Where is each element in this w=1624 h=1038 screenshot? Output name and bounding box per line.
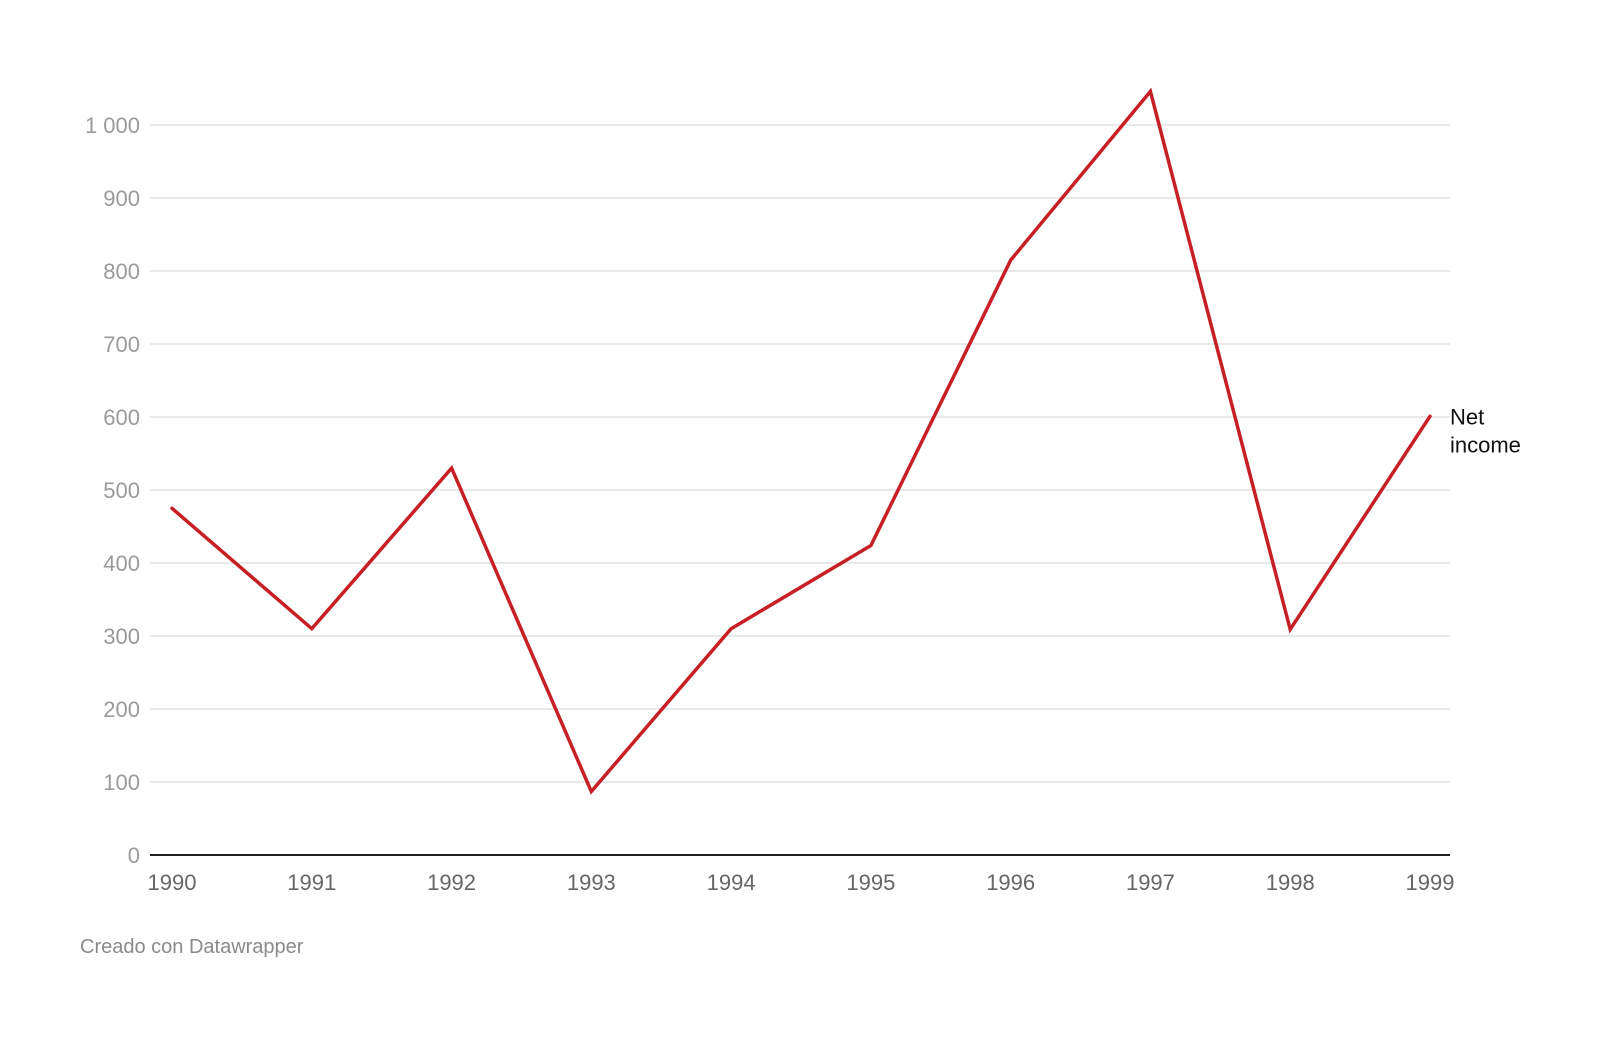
y-tick-label: 200 [103, 697, 140, 722]
y-tick-label: 1 000 [85, 113, 140, 138]
series-label: Net income [1450, 404, 1521, 457]
series-group [170, 87, 1432, 795]
y-tick-label: 500 [103, 478, 140, 503]
x-tick-label: 1991 [287, 870, 336, 895]
y-axis-ticks: 0 100 200 300 400 500 600 700 800 900 1 000 [85, 113, 140, 868]
y-tick-label: 400 [103, 551, 140, 576]
y-tick-label: 100 [103, 770, 140, 795]
x-tick-label: 1997 [1126, 870, 1175, 895]
credit-footer: Creado con Datawrapper [80, 936, 304, 958]
x-tick-label: 1992 [427, 870, 476, 895]
x-tick-label: 1996 [986, 870, 1035, 895]
series-line-net-income [170, 87, 1432, 795]
y-tick-label: 700 [103, 332, 140, 357]
y-tick-label: 0 [128, 843, 140, 868]
y-tick-label: 900 [103, 186, 140, 211]
x-tick-label: 1990 [148, 870, 197, 895]
x-axis-ticks: 1990 1991 1992 1993 1994 1995 1996 1997 1998 1999 [148, 870, 1455, 895]
x-tick-label: 1999 [1406, 870, 1455, 895]
y-tick-label: 800 [103, 259, 140, 284]
x-tick-label: 1995 [846, 870, 895, 895]
series-labels: Net income [1450, 404, 1521, 457]
y-tick-label: 300 [103, 624, 140, 649]
x-tick-label: 1993 [567, 870, 616, 895]
x-tick-label: 1994 [707, 870, 756, 895]
y-tick-label: 600 [103, 405, 140, 430]
x-tick-label: 1998 [1266, 870, 1315, 895]
gridlines [150, 124, 1450, 783]
